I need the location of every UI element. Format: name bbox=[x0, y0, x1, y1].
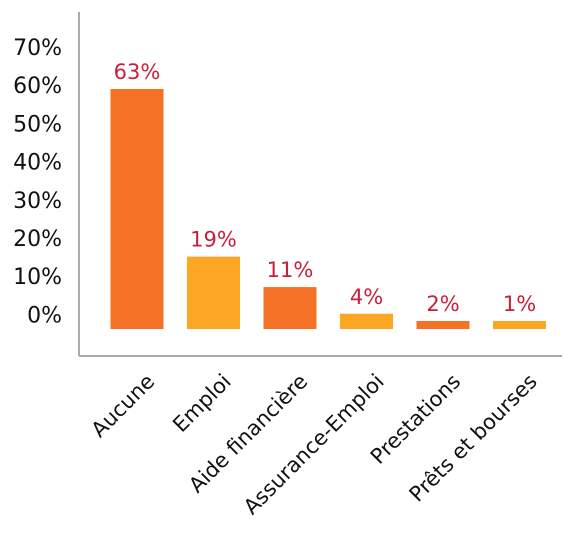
y-tick-label: 40% bbox=[13, 151, 62, 176]
bar-2 bbox=[263, 287, 317, 329]
y-tick-label: 20% bbox=[13, 227, 62, 252]
bar-1 bbox=[187, 256, 240, 329]
y-tick-label: 70% bbox=[13, 36, 62, 61]
data-label: 4% bbox=[350, 285, 383, 309]
data-label: 2% bbox=[426, 292, 459, 316]
y-tick-label: 60% bbox=[13, 74, 62, 99]
data-label: 1% bbox=[503, 292, 536, 316]
bars bbox=[110, 88, 546, 329]
x-tick-label: Prêts et bourses bbox=[405, 369, 542, 506]
bar-4 bbox=[416, 321, 470, 329]
y-tick-label: 0% bbox=[27, 303, 62, 328]
data-label: 19% bbox=[190, 228, 237, 252]
bar-5 bbox=[493, 321, 546, 329]
x-tick-label: Emploi bbox=[168, 369, 236, 437]
x-tick-label: Assurance-Emploi bbox=[239, 369, 389, 519]
data-label: 11% bbox=[267, 258, 314, 282]
bar-3 bbox=[340, 313, 393, 329]
y-tick-labels: 70% 60% 50% 40% 30% 20% 10% 0% bbox=[13, 36, 62, 328]
y-tick-label: 30% bbox=[13, 189, 62, 214]
x-tick-label: Aucune bbox=[87, 369, 160, 442]
bar-0 bbox=[110, 88, 164, 329]
y-tick-label: 50% bbox=[13, 112, 62, 137]
data-label: 63% bbox=[114, 60, 161, 84]
y-tick-label: 10% bbox=[13, 265, 62, 290]
data-labels: 63% 19% 11% 4% 2% 1% bbox=[114, 60, 537, 316]
